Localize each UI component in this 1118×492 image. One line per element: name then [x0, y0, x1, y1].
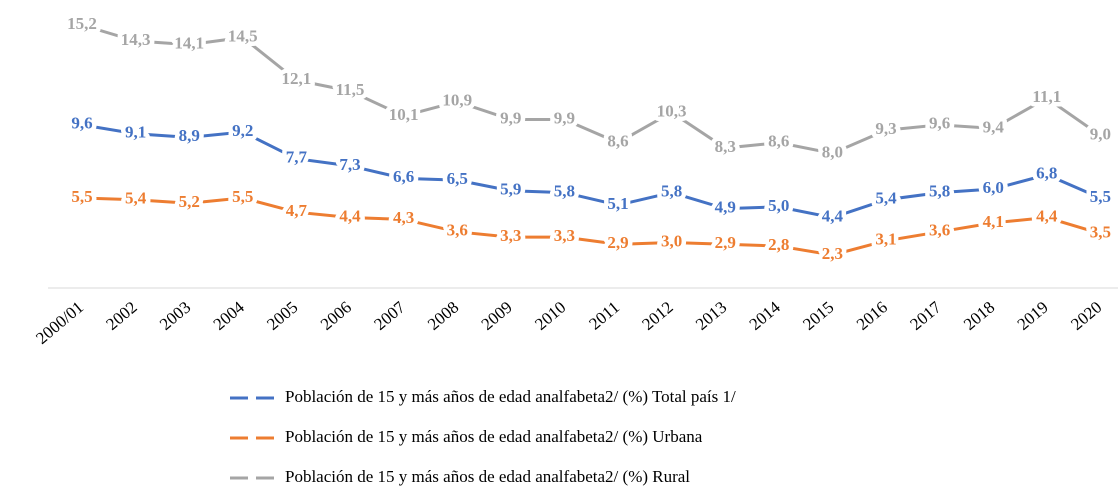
x-tick-label: 2020 — [1067, 298, 1105, 334]
series-line — [81, 123, 1101, 220]
data-label: 5,4 — [875, 189, 897, 208]
x-tick-label: 2018 — [960, 298, 998, 334]
data-label: 11,1 — [1032, 87, 1061, 106]
data-label: 8,9 — [179, 126, 200, 145]
data-label: 5,5 — [232, 187, 253, 206]
data-label: 2,9 — [715, 233, 736, 252]
data-label: 8,6 — [768, 132, 789, 151]
series-line — [81, 23, 1102, 155]
data-label: 5,8 — [661, 181, 682, 200]
legend-label: Población de 15 y más años de edad analf… — [285, 387, 736, 406]
x-tick-label: 2014 — [746, 297, 785, 334]
data-label: 5,5 — [1090, 187, 1111, 206]
data-label: 9,6 — [71, 114, 92, 133]
data-label: 6,6 — [393, 167, 414, 186]
x-tick-label: 2005 — [263, 298, 301, 334]
data-label: 6,0 — [983, 178, 1004, 197]
legend-label: Población de 15 y más años de edad analf… — [285, 467, 690, 486]
data-label: 10,3 — [657, 101, 687, 120]
data-label: 5,8 — [554, 181, 575, 200]
data-label: 14,5 — [228, 26, 258, 45]
data-label: 9,9 — [500, 108, 521, 127]
x-tick-label: 2000/01 — [32, 298, 87, 348]
data-label: 3,0 — [661, 231, 682, 250]
data-label: 6,5 — [447, 169, 468, 188]
data-label: 6,8 — [1036, 164, 1057, 183]
data-label: 5,4 — [125, 189, 147, 208]
data-label: 4,3 — [393, 208, 414, 227]
data-label: 5,5 — [71, 187, 92, 206]
data-label: 3,5 — [1090, 223, 1111, 242]
x-tick-label: 2013 — [692, 298, 730, 334]
data-label: 8,6 — [607, 132, 628, 151]
data-label: 2,3 — [822, 244, 843, 263]
data-label: 4,7 — [286, 201, 308, 220]
data-label: 5,8 — [929, 181, 950, 200]
data-label: 5,2 — [179, 192, 200, 211]
x-tick-label: 2015 — [799, 298, 837, 334]
x-tick-label: 2008 — [424, 298, 462, 334]
x-tick-label: 2017 — [906, 297, 945, 334]
data-label: 9,3 — [875, 119, 896, 138]
data-label: 2,8 — [768, 235, 789, 254]
data-label: 5,9 — [500, 180, 521, 199]
data-label: 7,7 — [286, 148, 308, 167]
data-label: 14,3 — [121, 30, 151, 49]
series-line — [81, 196, 1101, 257]
x-tick-label: 2012 — [638, 298, 676, 334]
data-label: 3,6 — [929, 221, 950, 240]
data-label: 8,0 — [822, 142, 843, 161]
data-label: 3,3 — [500, 226, 521, 245]
data-label: 4,1 — [983, 212, 1004, 231]
legend-label: Población de 15 y más años de edad analf… — [285, 427, 703, 446]
x-tick-label: 2003 — [156, 298, 194, 334]
data-label: 5,1 — [607, 194, 628, 213]
x-tick-label: 2002 — [102, 298, 140, 334]
data-label: 4,4 — [339, 206, 361, 225]
data-label: 10,1 — [389, 105, 419, 124]
data-label: 3,6 — [447, 221, 468, 240]
data-label: 9,2 — [232, 121, 253, 140]
data-label: 9,4 — [983, 117, 1005, 136]
data-label: 9,0 — [1090, 124, 1111, 143]
x-tick-label: 2011 — [585, 298, 623, 334]
data-label: 3,1 — [875, 230, 896, 249]
data-label: 7,3 — [339, 155, 360, 174]
data-label: 3,3 — [554, 226, 575, 245]
data-label: 11,5 — [336, 80, 365, 99]
data-label: 9,9 — [554, 108, 575, 127]
x-tick-label: 2009 — [478, 298, 516, 334]
data-label: 4,9 — [715, 198, 736, 217]
data-label: 10,9 — [442, 91, 472, 110]
data-label: 4,4 — [822, 206, 844, 225]
x-tick-label: 2019 — [1014, 298, 1052, 334]
data-label: 12,1 — [282, 69, 312, 88]
x-tick-label: 2007 — [370, 297, 409, 334]
x-tick-label: 2004 — [210, 297, 249, 334]
data-label: 5,0 — [768, 196, 789, 215]
data-label: 9,1 — [125, 123, 146, 142]
data-label: 4,4 — [1036, 206, 1058, 225]
x-tick-label: 2016 — [853, 298, 891, 334]
x-tick-label: 2006 — [317, 298, 355, 334]
x-tick-label: 2010 — [531, 298, 569, 334]
data-label: 9,6 — [929, 114, 950, 133]
data-label: 15,2 — [67, 14, 97, 33]
data-label: 8,3 — [715, 137, 736, 156]
data-label: 14,1 — [174, 34, 204, 53]
data-label: 2,9 — [607, 233, 628, 252]
